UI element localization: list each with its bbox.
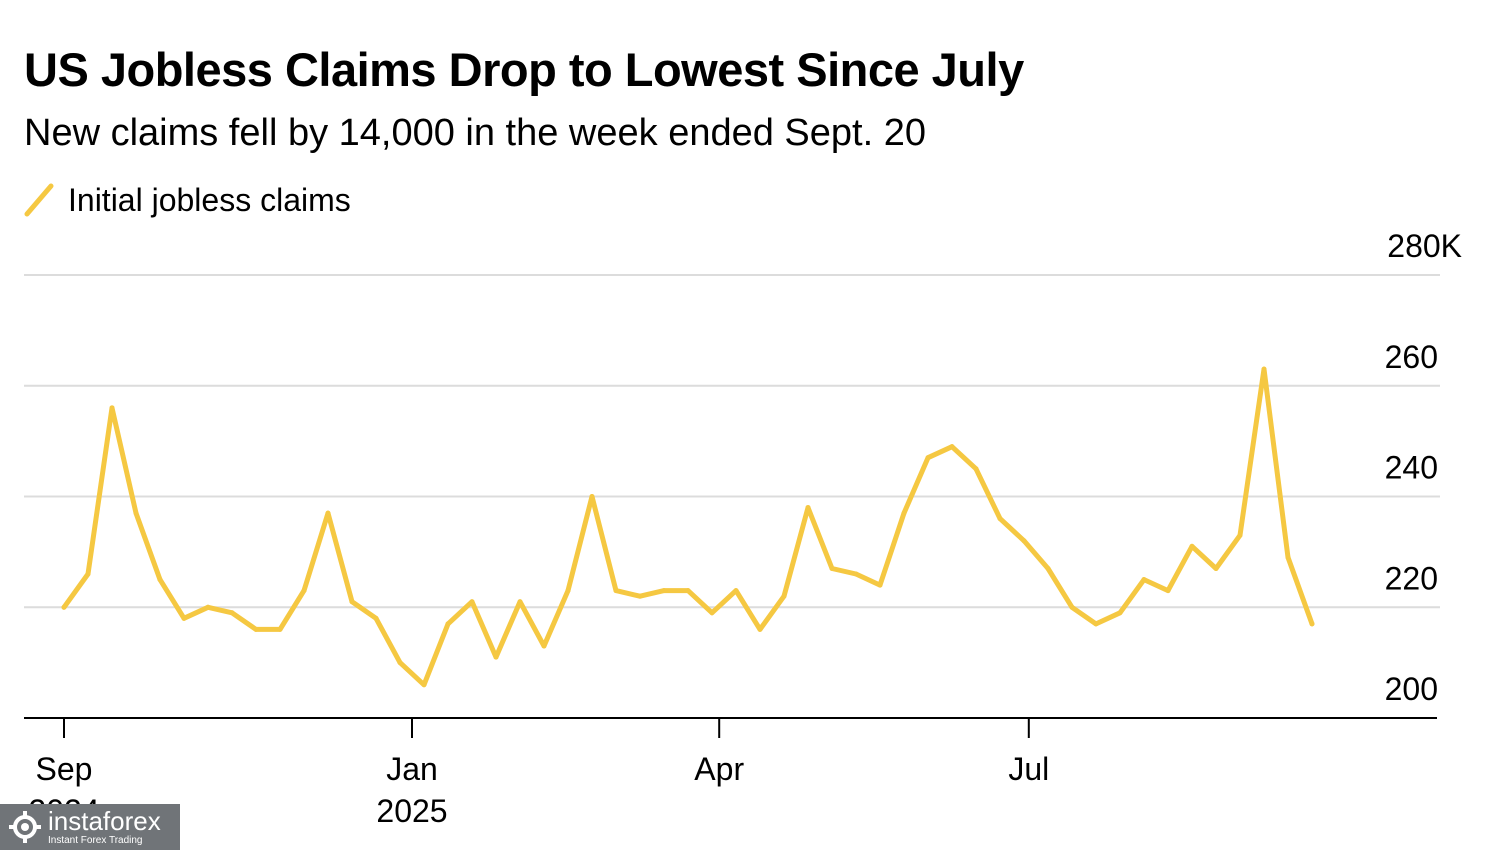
y-tick-label: 240 — [1385, 450, 1438, 486]
data-point — [565, 588, 571, 594]
data-point — [1237, 532, 1243, 538]
data-point — [469, 599, 475, 605]
data-point — [661, 588, 667, 594]
data-point — [1285, 554, 1291, 560]
data-point — [229, 610, 235, 616]
data-point — [1189, 543, 1195, 549]
x-tick-label: Jul — [1008, 751, 1049, 787]
instaforex-logo-icon — [9, 811, 41, 843]
chart-subtitle: New claims fell by 14,000 in the week en… — [24, 112, 926, 154]
y-tick-label: 260 — [1385, 339, 1438, 375]
data-point — [325, 510, 331, 516]
data-point — [373, 615, 379, 621]
data-point — [685, 588, 691, 594]
legend-label: Initial jobless claims — [68, 181, 351, 218]
series-line-initial-jobless-claims — [61, 366, 1315, 688]
watermark-brand: instaforex — [48, 806, 161, 836]
data-point — [637, 593, 643, 599]
data-point — [805, 505, 811, 511]
data-point — [541, 643, 547, 649]
data-point — [1021, 538, 1027, 544]
data-point — [949, 444, 955, 450]
data-point — [349, 599, 355, 605]
data-point — [181, 615, 187, 621]
data-point — [901, 510, 907, 516]
data-point — [445, 621, 451, 627]
data-point — [301, 588, 307, 594]
data-point — [517, 599, 523, 605]
data-point — [757, 626, 763, 632]
data-point — [973, 466, 979, 472]
data-point — [1093, 621, 1099, 627]
x-tick-sublabel: 2025 — [376, 793, 447, 829]
data-point — [853, 571, 859, 577]
data-point — [925, 455, 931, 461]
y-tick-label: 280K — [1387, 228, 1462, 264]
data-point — [1213, 565, 1219, 571]
data-point — [1069, 604, 1075, 610]
watermark-tagline: Instant Forex Trading — [48, 835, 143, 846]
data-point — [253, 626, 259, 632]
data-point — [781, 593, 787, 599]
data-point — [1309, 621, 1315, 627]
x-tick-label: Jan — [386, 751, 438, 787]
data-point — [205, 604, 211, 610]
data-point — [277, 626, 283, 632]
data-point — [61, 604, 67, 610]
watermark: instaforex Instant Forex Trading — [0, 804, 180, 850]
data-point — [157, 577, 163, 583]
y-tick-label: 200 — [1385, 671, 1438, 707]
x-tick-label: Apr — [694, 751, 744, 787]
data-point — [85, 571, 91, 577]
x-tick-label: Sep — [36, 751, 93, 787]
data-point — [1141, 577, 1147, 583]
data-point — [109, 405, 115, 411]
data-point — [397, 660, 403, 666]
chart-title: US Jobless Claims Drop to Lowest Since J… — [24, 43, 1024, 96]
data-point — [493, 654, 499, 660]
data-point — [877, 582, 883, 588]
data-point — [997, 516, 1003, 522]
data-point — [709, 610, 715, 616]
data-point — [1165, 588, 1171, 594]
data-point — [829, 565, 835, 571]
data-point — [1045, 565, 1051, 571]
data-point — [1117, 610, 1123, 616]
legend: Initial jobless claims — [24, 178, 351, 222]
data-point — [133, 510, 139, 516]
y-tick-label: 220 — [1385, 560, 1438, 596]
data-point — [421, 682, 427, 688]
legend-swatch — [24, 183, 54, 217]
data-point — [733, 588, 739, 594]
data-point — [589, 494, 595, 499]
data-point — [613, 588, 619, 594]
data-point — [1261, 366, 1267, 372]
